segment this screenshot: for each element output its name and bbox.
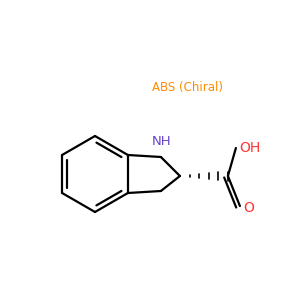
Text: NH: NH bbox=[152, 135, 172, 148]
Text: ABS (Chiral): ABS (Chiral) bbox=[153, 82, 223, 95]
Text: OH: OH bbox=[239, 141, 260, 155]
Text: O: O bbox=[243, 201, 254, 215]
